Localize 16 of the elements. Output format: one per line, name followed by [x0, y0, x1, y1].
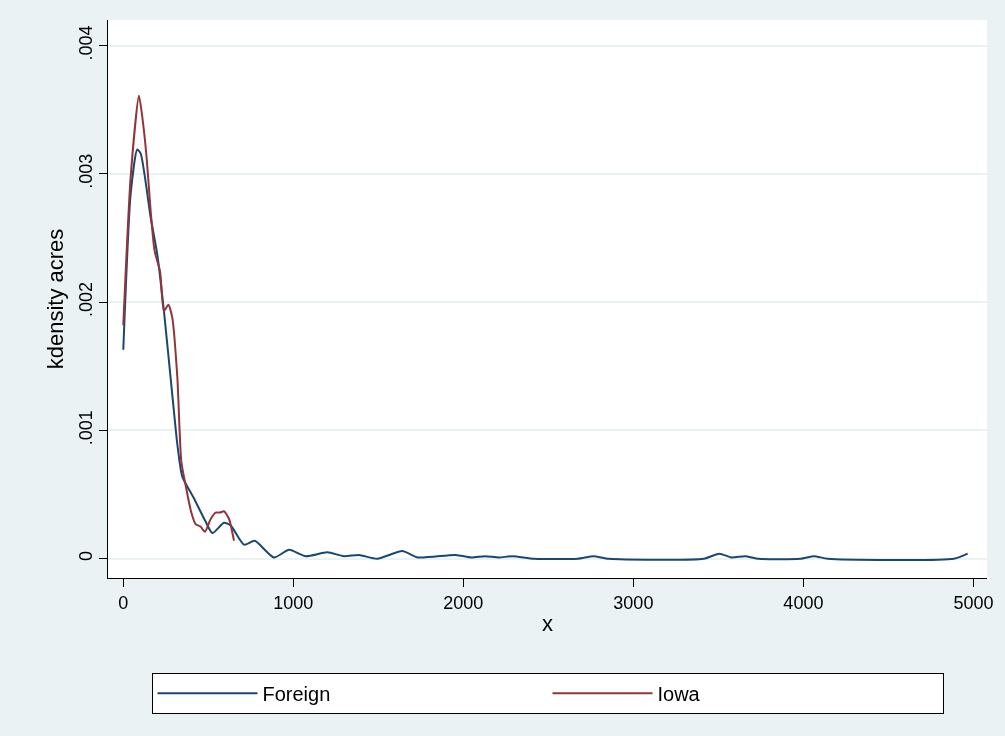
- y-tick-label: 0: [75, 551, 96, 562]
- line-series: [122, 94, 235, 542]
- y-tick-label: .004: [75, 25, 96, 61]
- y-axis-title: kdensity acres: [42, 228, 68, 370]
- x-tick-label: 1000: [273, 592, 314, 613]
- y-tick-label: .002: [75, 281, 96, 318]
- x-tick-label: 0: [118, 592, 129, 613]
- x-tick-label: 4000: [783, 592, 824, 613]
- x-axis-title: x: [542, 611, 553, 637]
- legend-label: Iowa: [657, 683, 701, 706]
- x-tick-label: 2000: [443, 592, 484, 613]
- x-tick-label: 5000: [953, 592, 994, 613]
- x-tick-label: 3000: [613, 592, 654, 613]
- y-tick-label: .001: [75, 410, 96, 446]
- y-tick-label: .003: [75, 153, 96, 189]
- legend-label: Foreign: [262, 683, 331, 706]
